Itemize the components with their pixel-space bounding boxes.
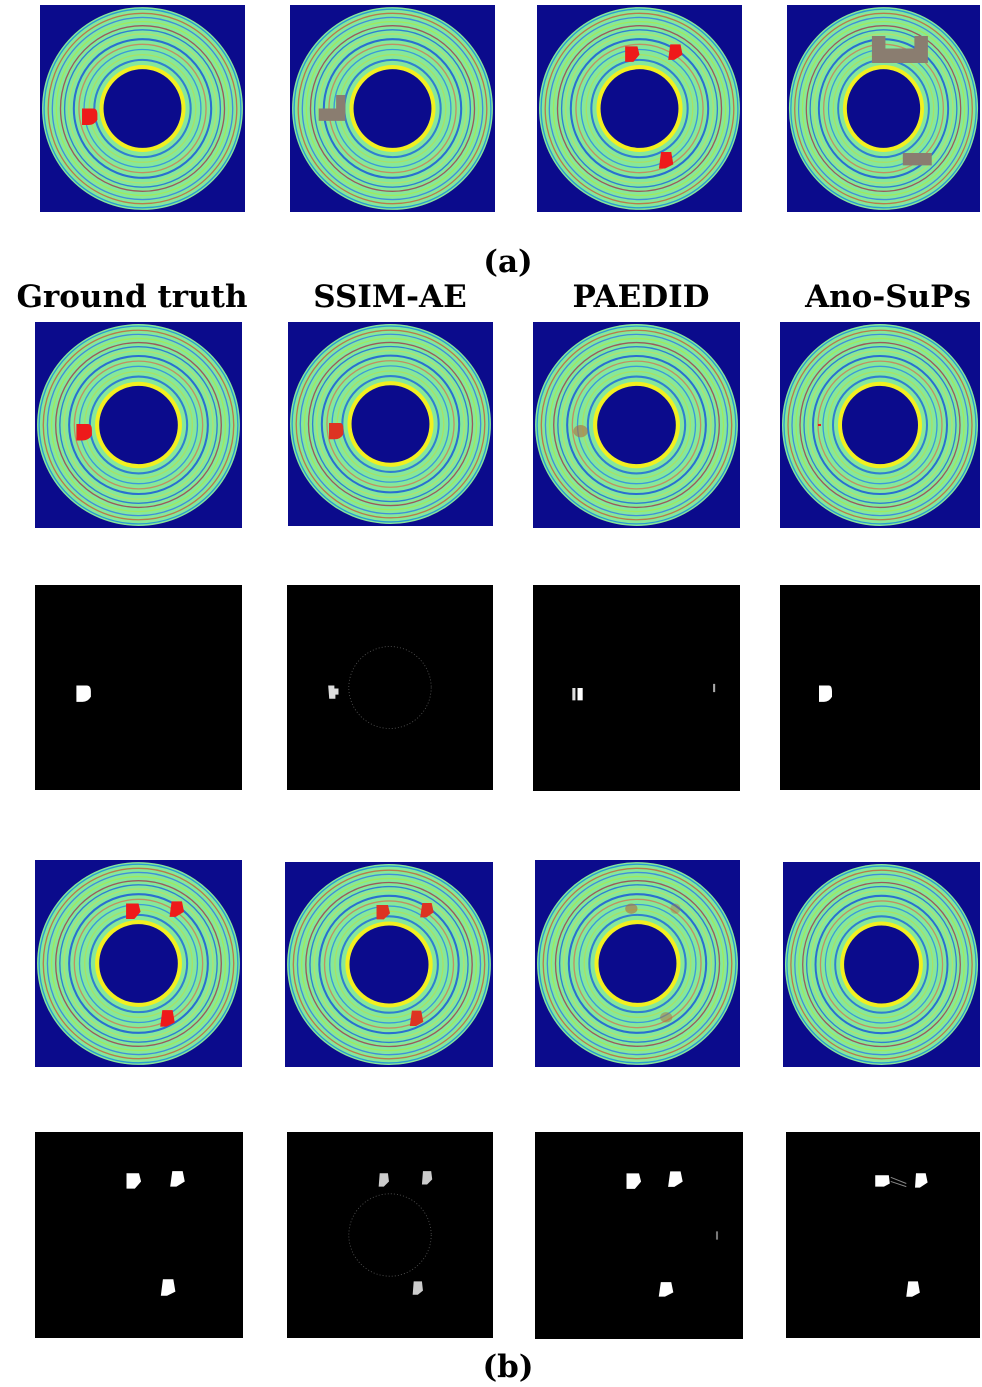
wafer-image: [35, 322, 242, 528]
panel-label: (b): [482, 1349, 533, 1385]
mask-image: [35, 1132, 243, 1338]
mask-image: [780, 585, 980, 790]
mask-image: [287, 1132, 493, 1338]
wafer-image: [783, 862, 980, 1067]
mask-image: [535, 1132, 743, 1339]
mask-image: [533, 585, 740, 791]
wafer-image: [288, 322, 493, 526]
wafer-image: [40, 5, 245, 212]
mask-image: [287, 585, 493, 790]
wafer-image: [285, 862, 493, 1067]
figure: (a) Ground truth SSIM-AE PAEDID Ano-SuPs: [0, 0, 982, 1387]
wafer-image: [780, 322, 980, 528]
wafer-image: [537, 5, 742, 212]
column-header: Ano-SuPs: [804, 279, 971, 315]
wafer-image: [35, 860, 242, 1067]
wafer-image: [535, 860, 740, 1067]
mask-image: [786, 1132, 980, 1338]
column-header: SSIM-AE: [313, 279, 466, 315]
column-header: Ground truth: [16, 279, 247, 315]
wafer-image: [290, 5, 495, 212]
wafer-image: [533, 322, 740, 528]
mask-image: [35, 585, 242, 790]
panel-label: (a): [483, 244, 532, 280]
wafer-image: [787, 5, 980, 212]
column-header: PAEDID: [572, 279, 709, 315]
